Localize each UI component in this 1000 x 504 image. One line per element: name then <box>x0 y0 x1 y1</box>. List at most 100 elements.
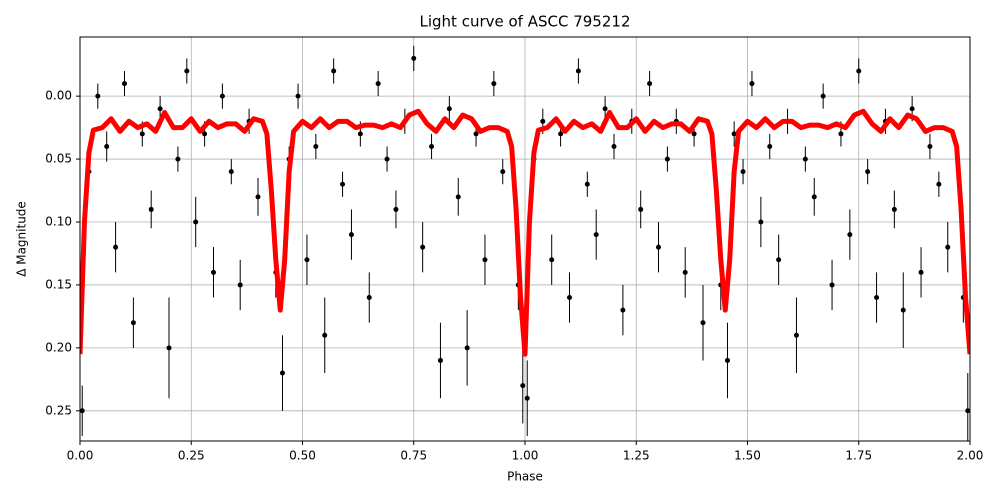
data-point <box>375 81 381 87</box>
data-point <box>331 68 337 74</box>
data-point <box>838 131 844 137</box>
data-point <box>811 194 817 200</box>
data-point <box>575 68 581 74</box>
data-point <box>520 383 526 389</box>
data-point <box>429 143 435 149</box>
plot-area <box>80 45 970 441</box>
data-point <box>420 244 426 250</box>
data-point <box>357 131 363 137</box>
chart-title: Light curve of ASCC 795212 <box>420 13 631 31</box>
data-point <box>211 269 216 275</box>
data-point <box>724 357 730 363</box>
data-point <box>740 169 746 175</box>
data-point <box>202 131 208 137</box>
data-point <box>175 156 181 162</box>
x-tick-label: 0.00 <box>67 449 94 463</box>
data-point <box>847 232 853 238</box>
x-axis-label: Phase <box>507 470 543 484</box>
x-tick-label: 1.50 <box>734 449 761 463</box>
data-point <box>148 206 154 212</box>
y-tick-label: 0.05 <box>45 152 72 166</box>
data-point <box>482 257 488 263</box>
data-point <box>322 332 328 338</box>
data-point <box>865 169 871 175</box>
data-point <box>700 320 706 326</box>
data-point <box>411 55 417 61</box>
y-tick-label: 0.15 <box>45 277 72 291</box>
data-point <box>549 257 555 263</box>
x-tick-label: 0.25 <box>178 449 205 463</box>
data-point <box>340 181 346 187</box>
y-tick-label: 0.25 <box>45 403 72 417</box>
data-point <box>900 307 906 313</box>
data-point <box>437 357 443 363</box>
data-point <box>113 244 119 250</box>
data-point <box>584 181 590 187</box>
data-point <box>749 81 755 87</box>
data-point <box>384 156 390 162</box>
data-point <box>776 257 782 263</box>
data-point <box>184 68 190 74</box>
data-point <box>664 156 670 162</box>
data-point <box>295 93 301 99</box>
data-point <box>856 68 862 74</box>
data-point <box>219 93 225 99</box>
data-point <box>638 206 644 212</box>
model-line <box>80 108 970 357</box>
data-point <box>524 395 530 401</box>
data-point <box>473 131 479 137</box>
data-point <box>567 295 572 301</box>
data-point <box>647 81 653 87</box>
data-point <box>313 143 319 149</box>
data-point <box>157 106 163 112</box>
data-point <box>130 320 136 326</box>
data-point <box>767 143 773 149</box>
data-point <box>611 143 617 149</box>
data-point <box>80 408 85 414</box>
data-point <box>491 81 497 87</box>
data-point <box>758 219 764 225</box>
data-point <box>874 295 880 301</box>
y-axis-label: Δ Magnitude <box>15 201 29 277</box>
data-point <box>95 93 101 99</box>
data-point <box>620 307 626 313</box>
data-point <box>918 269 924 275</box>
data-point <box>122 81 127 87</box>
data-point <box>446 106 452 112</box>
x-tick-label: 2.00 <box>957 449 984 463</box>
y-tick-label: 0.00 <box>45 89 72 103</box>
data-point <box>656 244 661 250</box>
data-point <box>891 206 897 212</box>
data-point <box>540 118 546 124</box>
data-point <box>237 282 243 288</box>
data-point <box>348 232 354 238</box>
y-tick-label: 0.20 <box>45 340 72 354</box>
data-point <box>104 143 110 149</box>
data-point <box>793 332 799 338</box>
data-point <box>909 106 915 112</box>
data-point <box>166 345 172 351</box>
data-point <box>193 219 199 225</box>
data-point <box>366 295 372 301</box>
x-tick-label: 1.75 <box>845 449 872 463</box>
data-point <box>255 194 261 200</box>
data-point <box>691 131 697 137</box>
data-point <box>500 169 506 175</box>
data-point <box>139 131 145 137</box>
data-point <box>829 282 835 288</box>
x-tick-label: 1.25 <box>623 449 650 463</box>
data-point <box>228 169 234 175</box>
data-point <box>965 408 970 414</box>
data-point <box>558 131 564 137</box>
data-point <box>279 370 285 376</box>
data-point <box>593 232 599 238</box>
data-point <box>455 194 461 200</box>
data-point <box>464 345 470 351</box>
grid <box>79 37 971 441</box>
data-point <box>945 244 951 250</box>
data-point <box>304 257 310 263</box>
data-point <box>820 93 826 99</box>
x-tick-label: 1.00 <box>512 449 539 463</box>
data-point <box>936 181 942 187</box>
